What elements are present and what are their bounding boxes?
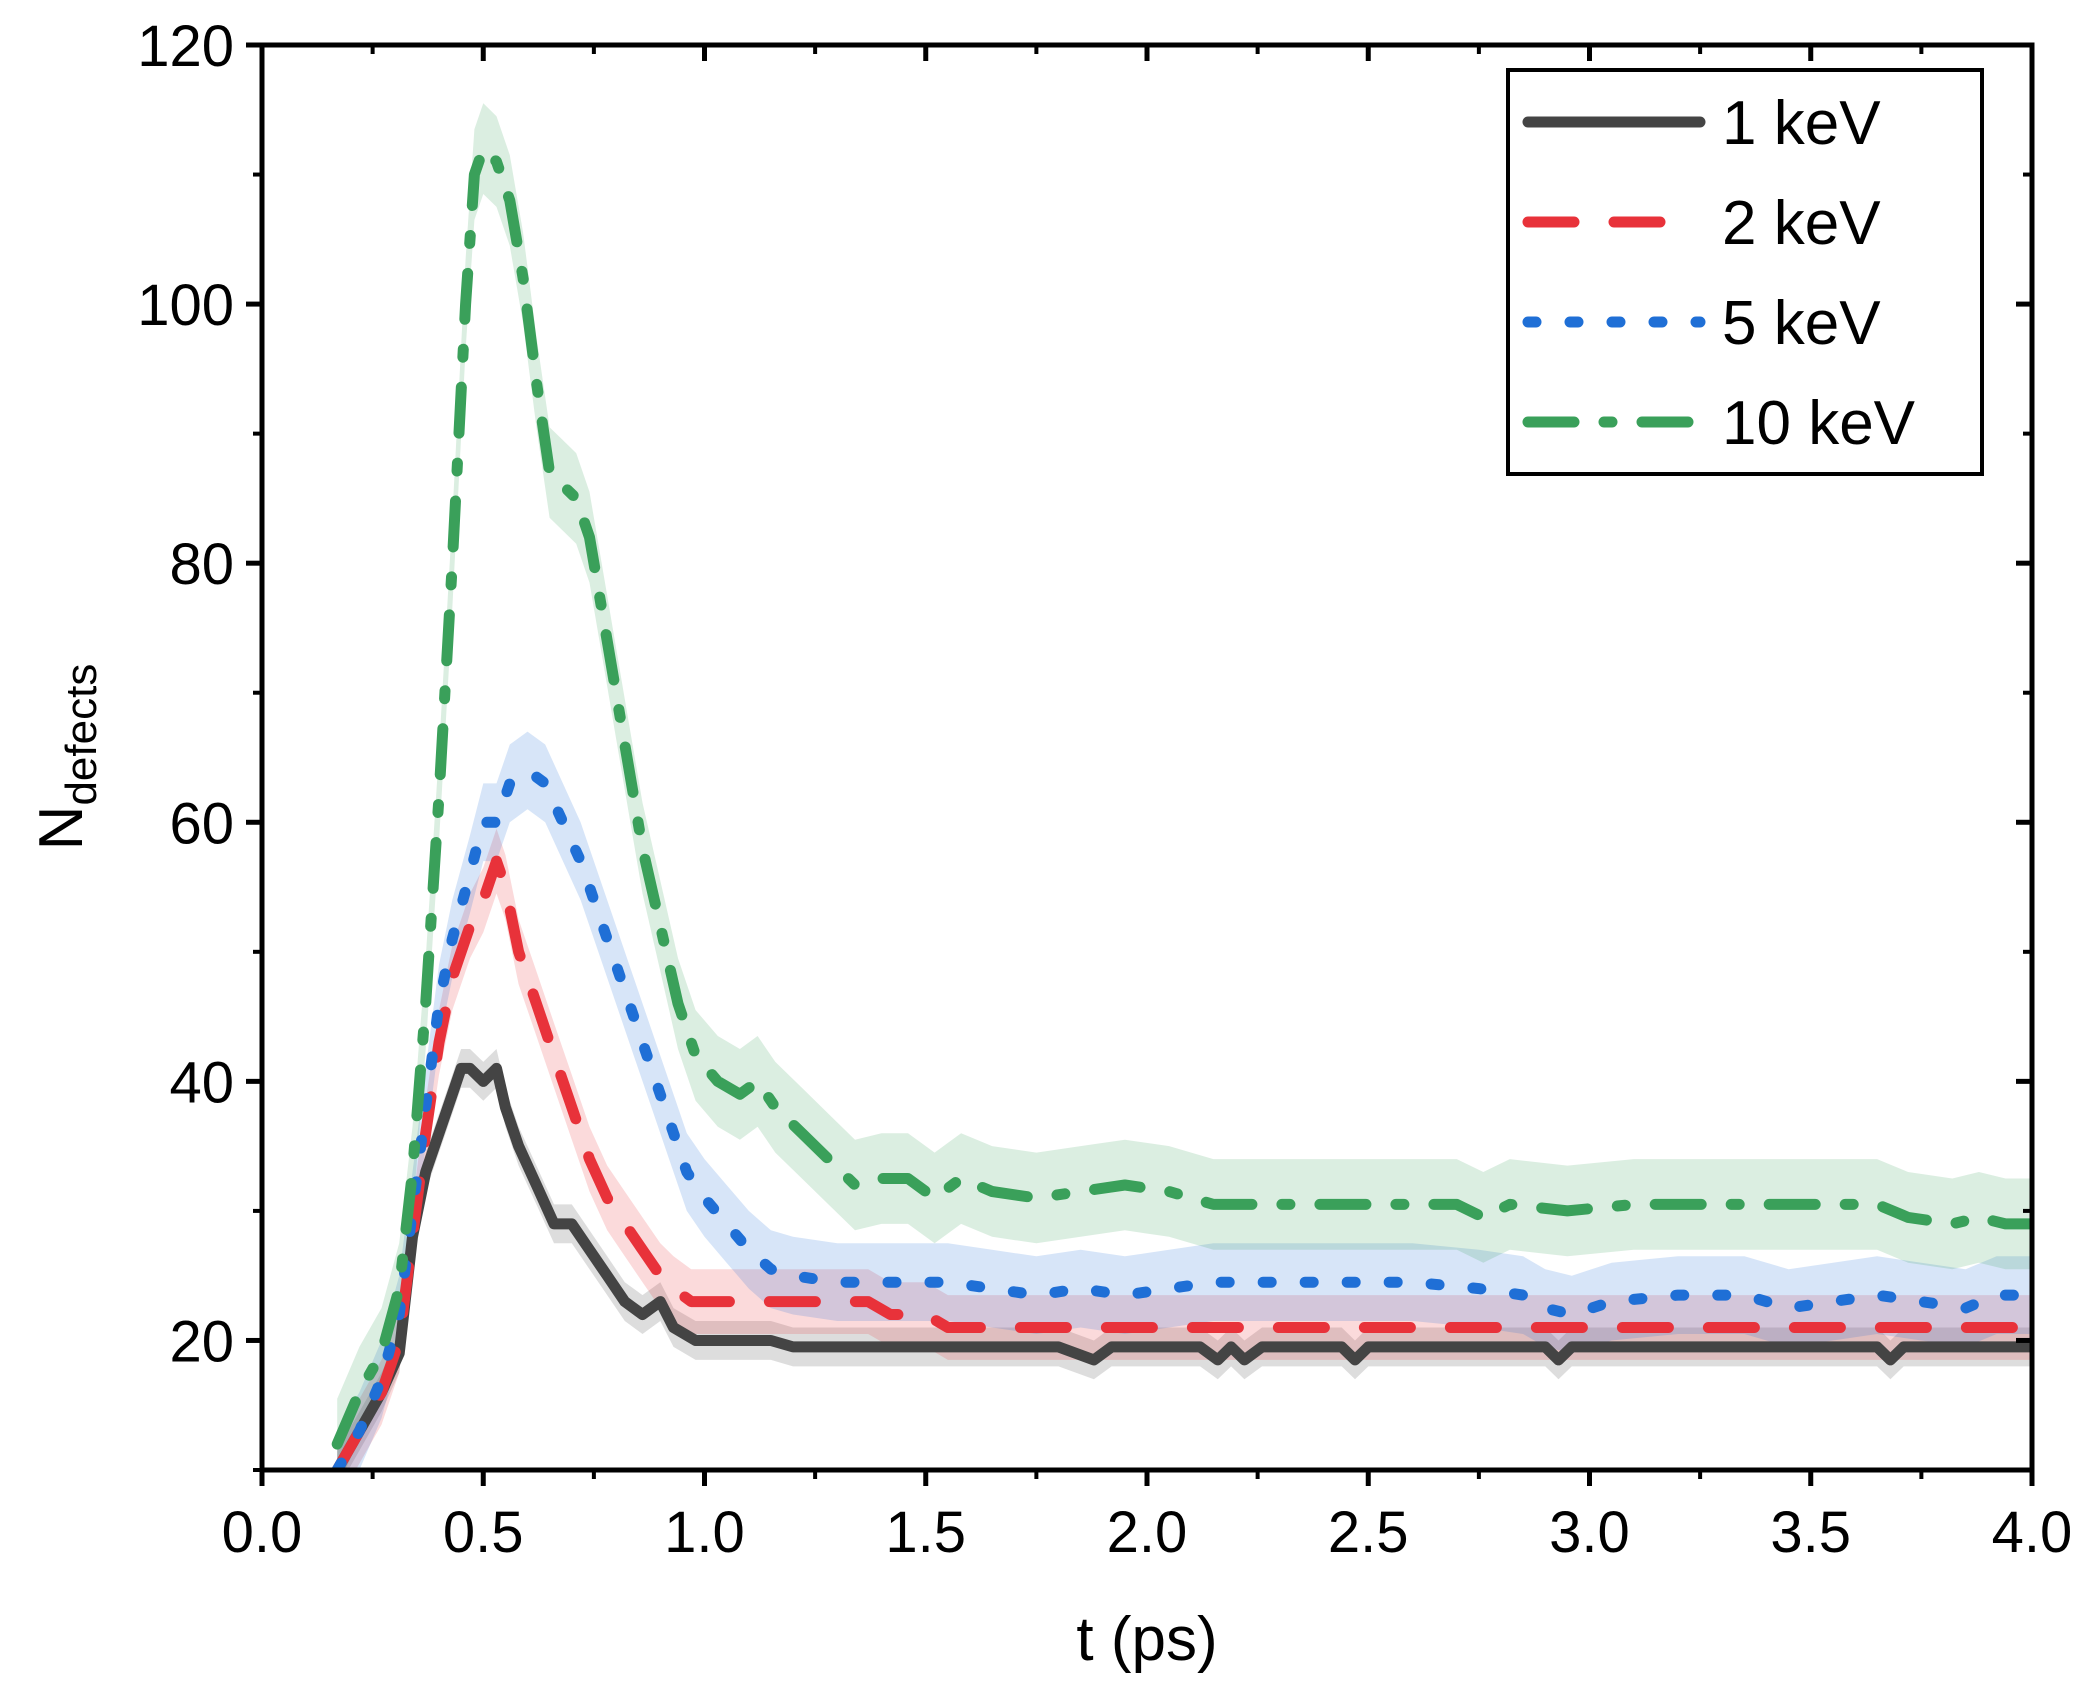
- y-tick-label: 40: [169, 1050, 234, 1115]
- series-band-2: [337, 731, 2032, 1470]
- y-axis-title: Ndefects: [27, 664, 106, 851]
- x-tick-label: 3.5: [1770, 1500, 1851, 1565]
- y-axis-ticks: [246, 42, 2032, 1472]
- x-tick-label: 1.0: [664, 1500, 745, 1565]
- series-line-2: [331, 765, 2032, 1470]
- x-tick-label: 0.5: [443, 1500, 524, 1565]
- legend-label-1: 2 keV: [1722, 189, 1881, 258]
- x-tick-label: 3.0: [1549, 1500, 1630, 1565]
- y-tick-label: 100: [137, 273, 234, 338]
- series-line-1: [331, 855, 2032, 1470]
- y-tick-label: 120: [137, 14, 234, 79]
- x-axis-tick-labels: 0.0 0.5 1.0 1.5 2.0 2.5 3.0 3.5 4.0: [222, 1500, 2073, 1565]
- x-tick-label: 2.5: [1328, 1500, 1409, 1565]
- uncertainty-bands: [337, 103, 2032, 1470]
- x-tick-label: 4.0: [1992, 1500, 2073, 1565]
- y-tick-label: 60: [169, 791, 234, 856]
- series-line-0: [331, 1062, 2032, 1470]
- legend-label-2: 5 keV: [1722, 289, 1881, 358]
- legend: 1 keV 2 keV 5 keV 10 keV: [1506, 68, 1984, 476]
- series-band-0: [337, 1049, 2032, 1470]
- y-tick-label: 80: [169, 532, 234, 597]
- x-tick-label: 2.0: [1107, 1500, 1188, 1565]
- legend-label-0: 1 keV: [1722, 89, 1881, 158]
- series-line-3: [331, 143, 2032, 1450]
- y-axis-title-main: N: [27, 806, 96, 851]
- y-axis-tick-labels: 20 40 60 80 100 120: [137, 14, 234, 1374]
- legend-frame: [1506, 68, 1984, 476]
- x-tick-label: 1.5: [885, 1500, 966, 1565]
- legend-label-3: 10 keV: [1722, 389, 1916, 458]
- x-tick-label: 0.0: [222, 1500, 303, 1565]
- x-axis-ticks: [259, 45, 2035, 1486]
- series-band-1: [337, 828, 2032, 1470]
- y-axis-title-subscript: defects: [57, 664, 106, 806]
- series-lines: [331, 143, 2032, 1470]
- y-tick-label: 20: [169, 1309, 234, 1374]
- series-band-3: [337, 103, 2032, 1470]
- x-axis-title: t (ps): [1076, 1605, 1217, 1674]
